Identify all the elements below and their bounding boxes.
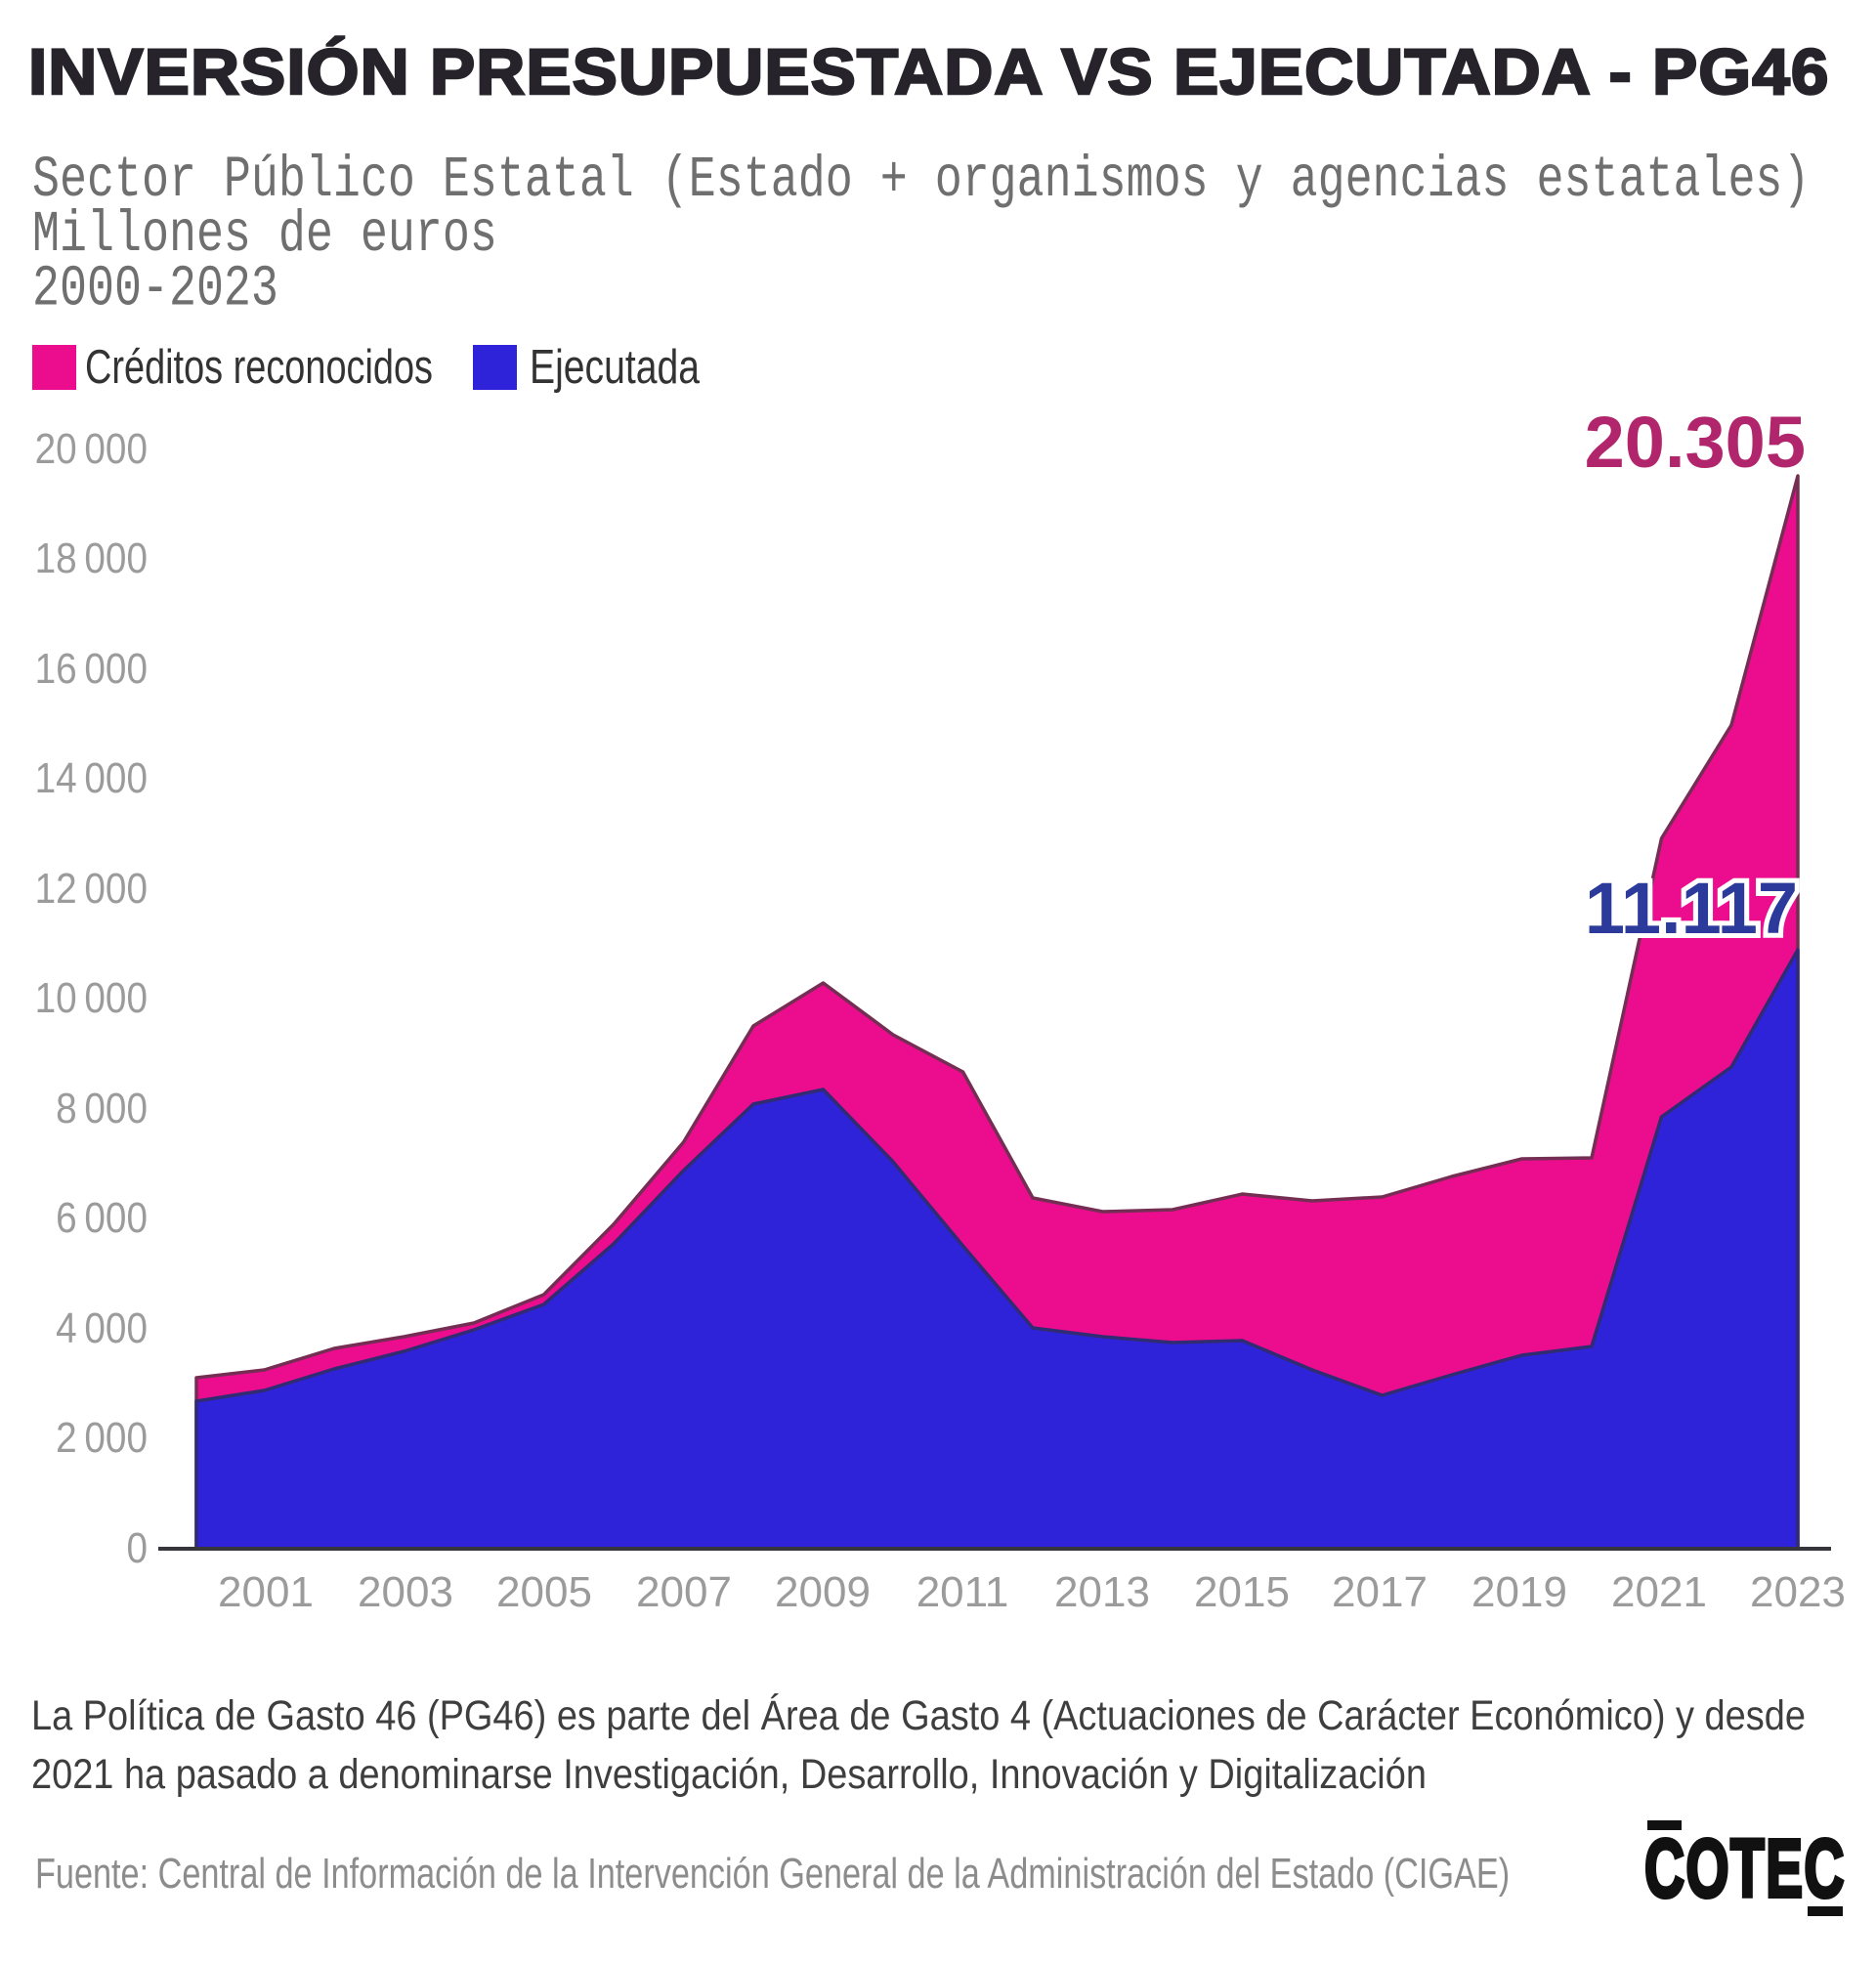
svg-text:COTEC: COTEC [1644, 1823, 1846, 1915]
svg-text:11.117: 11.117 [1585, 868, 1798, 949]
svg-text:20.305: 20.305 [1585, 402, 1806, 483]
